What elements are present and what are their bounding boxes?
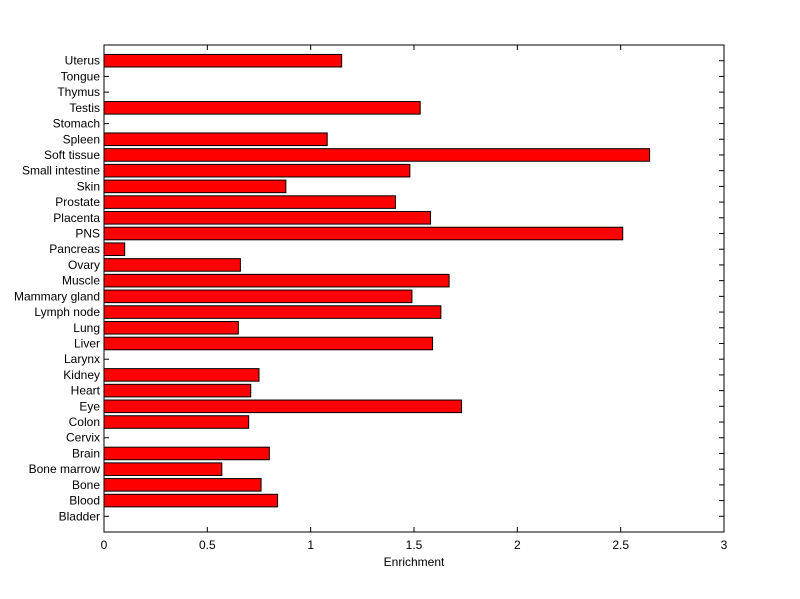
x-axis-tick-labels: 0 0.5 1 1.5 2 2.5 3 bbox=[101, 538, 728, 552]
bar bbox=[103, 101, 421, 115]
x-tick-label: 0 bbox=[101, 538, 108, 552]
bar bbox=[103, 446, 270, 461]
x-axis-label: Enrichment bbox=[384, 555, 445, 569]
y-tick-label: Lung bbox=[73, 321, 100, 335]
bar bbox=[103, 242, 126, 257]
y-tick-label: Skin bbox=[77, 179, 100, 193]
y-tick-label: Placenta bbox=[53, 211, 100, 225]
y-tick-label: Blood bbox=[69, 494, 100, 508]
bar bbox=[103, 478, 262, 492]
y-tick-label: Ovary bbox=[68, 258, 100, 272]
x-tick-label: 2 bbox=[514, 538, 521, 552]
y-tick-label: Heart bbox=[71, 384, 101, 398]
y-tick-label: Bone marrow bbox=[29, 462, 101, 476]
bar bbox=[103, 399, 463, 414]
bar bbox=[103, 368, 260, 382]
x-tick-label: 1.5 bbox=[406, 538, 423, 552]
y-tick-label: Brain bbox=[72, 446, 100, 460]
bar bbox=[103, 273, 450, 288]
y-tick-label: Small intestine bbox=[22, 164, 100, 178]
x-tick-label: 1 bbox=[307, 538, 314, 552]
bar bbox=[103, 211, 432, 225]
y-tick-label: Bone bbox=[72, 478, 100, 492]
bar bbox=[103, 462, 223, 476]
y-tick-label: Eye bbox=[79, 399, 100, 413]
bar bbox=[103, 415, 250, 429]
bars bbox=[103, 53, 651, 508]
y-tick-label: Uterus bbox=[65, 54, 100, 68]
y-tick-label: Prostate bbox=[55, 195, 100, 209]
y-tick-label: Mammary gland bbox=[14, 289, 100, 303]
bar bbox=[103, 53, 343, 68]
y-tick-label: PNS bbox=[75, 227, 100, 241]
x-tick-label: 3 bbox=[721, 538, 728, 552]
y-tick-label: Soft tissue bbox=[44, 148, 100, 162]
y-tick-label: Cervix bbox=[66, 431, 100, 445]
y-tick-label: Thymus bbox=[57, 85, 100, 99]
bar bbox=[103, 336, 434, 351]
bar bbox=[103, 195, 396, 209]
y-tick-label: Pancreas bbox=[49, 242, 100, 256]
bar bbox=[103, 258, 241, 272]
y-tick-label: Spleen bbox=[63, 132, 100, 146]
bar bbox=[103, 305, 442, 319]
bar bbox=[103, 163, 411, 178]
x-axis-ticks bbox=[103, 45, 725, 532]
y-tick-label: Muscle bbox=[62, 274, 100, 288]
bar bbox=[103, 493, 279, 508]
x-tick-label: 0.5 bbox=[199, 538, 216, 552]
bar bbox=[103, 132, 328, 147]
y-tick-label: Tongue bbox=[61, 69, 101, 83]
y-tick-label: Larynx bbox=[64, 352, 100, 366]
bar bbox=[103, 179, 287, 194]
y-tick-label: Lymph node bbox=[34, 305, 100, 319]
y-tick-label: Stomach bbox=[53, 117, 100, 131]
bar bbox=[103, 320, 239, 335]
y-tick-label: Bladder bbox=[59, 509, 100, 523]
y-tick-label: Testis bbox=[69, 101, 100, 115]
bar bbox=[103, 289, 413, 304]
x-tick-label: 2.5 bbox=[612, 538, 629, 552]
y-tick-label: Kidney bbox=[63, 368, 100, 382]
bar bbox=[103, 383, 252, 398]
y-tick-label: Liver bbox=[74, 336, 100, 350]
bar bbox=[103, 148, 651, 162]
bar bbox=[103, 226, 624, 241]
y-tick-label: Colon bbox=[69, 415, 100, 429]
